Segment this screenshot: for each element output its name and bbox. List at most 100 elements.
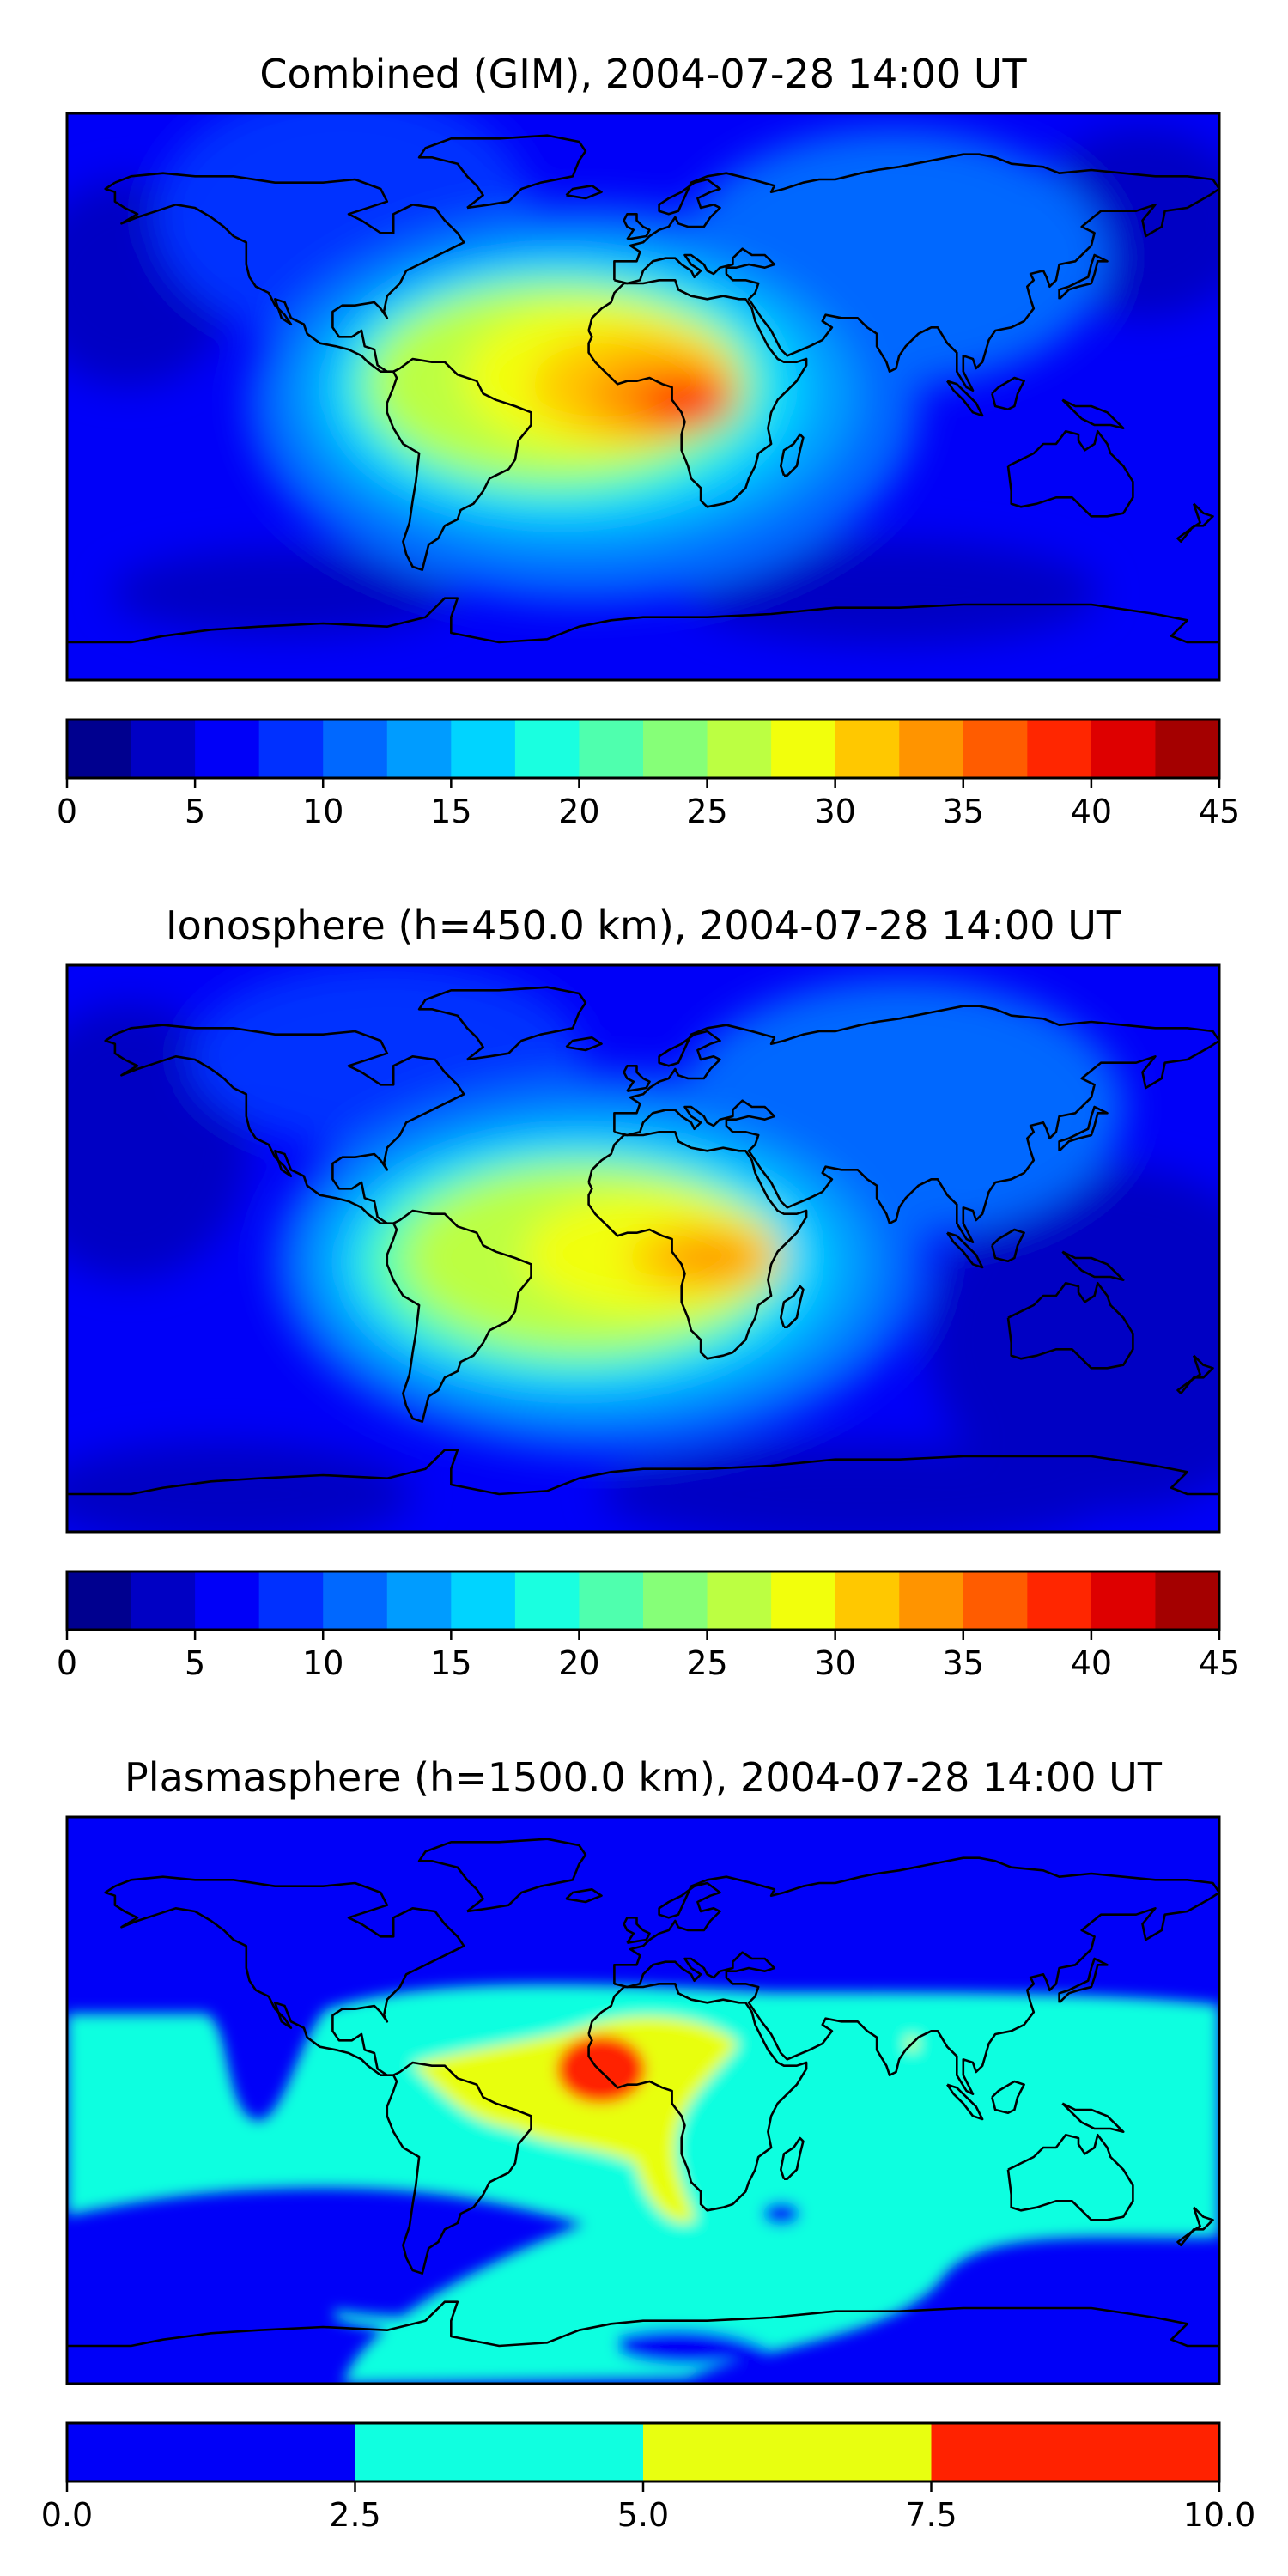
coastline	[565, 1036, 603, 1052]
coastline	[386, 1209, 532, 1423]
panel-plasmasphere: Plasmasphere (h=1500.0 km), 2004-07-28 1…	[41, 1754, 1256, 2534]
colorbar-swatch	[1027, 720, 1092, 778]
coastline	[1176, 1354, 1214, 1394]
coastline	[1058, 1105, 1109, 1152]
coastline	[613, 1005, 1219, 1243]
coastline	[946, 380, 984, 417]
coastline	[1176, 2206, 1214, 2246]
map-field	[67, 113, 1219, 680]
colorbar-tick-label: 5.0	[617, 2496, 669, 2534]
coastlines	[67, 986, 1219, 1496]
colorbar-swatch	[963, 720, 1028, 778]
coastlines	[67, 134, 1219, 644]
coastline	[587, 1983, 808, 2212]
colorbar: 0 5 10 15 20 25 30 35 40 45	[57, 1570, 1240, 1682]
colorbar-tick-label: 25	[686, 1644, 727, 1682]
colorbar-tick-label: 25	[686, 793, 727, 830]
coastline	[613, 1856, 1219, 2095]
colorbar-swatch	[386, 1571, 452, 1630]
colorbar-tick-label: 30	[814, 793, 855, 830]
colorbar-tick-label: 0	[57, 1644, 77, 1682]
colorbar-swatch	[643, 720, 708, 778]
map-field	[67, 1817, 1219, 2384]
panel-ionosphere: Ionosphere (h=450.0 km), 2004-07-28 14:0…	[57, 902, 1240, 1682]
colorbar-tick-label: 20	[558, 1644, 599, 1682]
coastline	[417, 134, 587, 210]
coastline	[104, 172, 465, 373]
coastline	[67, 1449, 1219, 1496]
colorbar-tick-label: 7.5	[905, 2496, 957, 2534]
coastline	[991, 376, 1025, 410]
coastline	[946, 2083, 984, 2121]
colorbar-tick-label: 40	[1071, 793, 1112, 830]
colorbar-tick-label: 10	[302, 1644, 343, 1682]
coastline	[623, 1065, 651, 1092]
map-field	[67, 965, 1219, 1532]
colorbar-swatch	[1091, 720, 1157, 778]
colorbar-swatch	[835, 720, 900, 778]
colorbar-swatch	[1091, 1571, 1157, 1630]
map-frame	[65, 1815, 1221, 2385]
coastline	[417, 1838, 587, 1913]
colorbar-swatch	[707, 1571, 772, 1630]
colorbar-swatch	[323, 720, 388, 778]
colorbar-swatch	[579, 1571, 644, 1630]
colorbar-tick-label: 10.0	[1183, 2496, 1256, 2534]
coastline	[565, 185, 603, 200]
colorbar-swatch	[771, 1571, 836, 1630]
colorbar-swatch	[451, 1571, 516, 1630]
colorbar-tick-label: 35	[943, 1644, 984, 1682]
colorbar-swatch	[899, 720, 964, 778]
coastline	[587, 279, 808, 508]
coastline	[104, 1024, 465, 1224]
coastline	[1058, 1957, 1109, 2004]
coastline	[780, 433, 805, 477]
colorbar-tick-label: 2.5	[329, 2496, 380, 2534]
colorbar-frame	[65, 718, 1221, 780]
chart-title: Plasmasphere (h=1500.0 km), 2004-07-28 1…	[125, 1754, 1163, 1801]
chart-title: Ionosphere (h=450.0 km), 2004-07-28 14:0…	[166, 902, 1121, 949]
coastline	[623, 213, 651, 240]
coastline	[67, 597, 1219, 644]
panel-combined: Combined (GIM), 2004-07-28 14:00 UT	[57, 51, 1240, 830]
map-frame	[65, 112, 1221, 682]
colorbar-swatch	[386, 720, 452, 778]
colorbar-swatch	[67, 1571, 132, 1630]
coastline	[587, 1131, 808, 1360]
colorbar-tick-label: 0.0	[41, 2496, 93, 2534]
coastline	[780, 1285, 805, 1328]
coastline	[67, 2300, 1219, 2348]
coastline	[946, 1231, 984, 1269]
coastline	[623, 1917, 651, 1944]
colorbar-swatch	[835, 1571, 900, 1630]
colorbar-swatch	[514, 1571, 580, 1630]
colorbar-swatch	[707, 720, 772, 778]
coastline	[1061, 2102, 1125, 2133]
coastline	[565, 1888, 603, 1904]
colorbar-swatch	[195, 1571, 260, 1630]
colorbar-swatch	[355, 2423, 644, 2482]
colorbar-swatch	[579, 720, 644, 778]
colorbar-tick-label: 15	[430, 793, 471, 830]
coastline	[386, 357, 532, 571]
coastline	[991, 1228, 1025, 1262]
colorbar-tick-label: 5	[185, 793, 205, 830]
colorbar-swatch	[451, 720, 516, 778]
colorbar-swatch	[67, 2423, 356, 2482]
colorbar: 0 5 10 15 20 25 30 35 40 45	[57, 718, 1240, 830]
colorbar-swatch	[131, 1571, 196, 1630]
colorbar-swatch	[931, 2423, 1220, 2482]
colorbar-tick-label: 5	[185, 1644, 205, 1682]
colorbar-tick-label: 30	[814, 1644, 855, 1682]
coastline	[1058, 253, 1109, 301]
colorbar-tick-label: 15	[430, 1644, 471, 1682]
colorbar-swatch	[195, 720, 260, 778]
chart-title: Combined (GIM), 2004-07-28 14:00 UT	[259, 51, 1027, 97]
colorbar-swatch	[258, 1571, 324, 1630]
colorbar-tick-label: 45	[1199, 1644, 1240, 1682]
coastline	[104, 1875, 465, 2076]
colorbar-swatch	[514, 720, 580, 778]
coastline	[1061, 398, 1125, 429]
coastline	[1006, 430, 1134, 518]
colorbar-swatch	[131, 720, 196, 778]
